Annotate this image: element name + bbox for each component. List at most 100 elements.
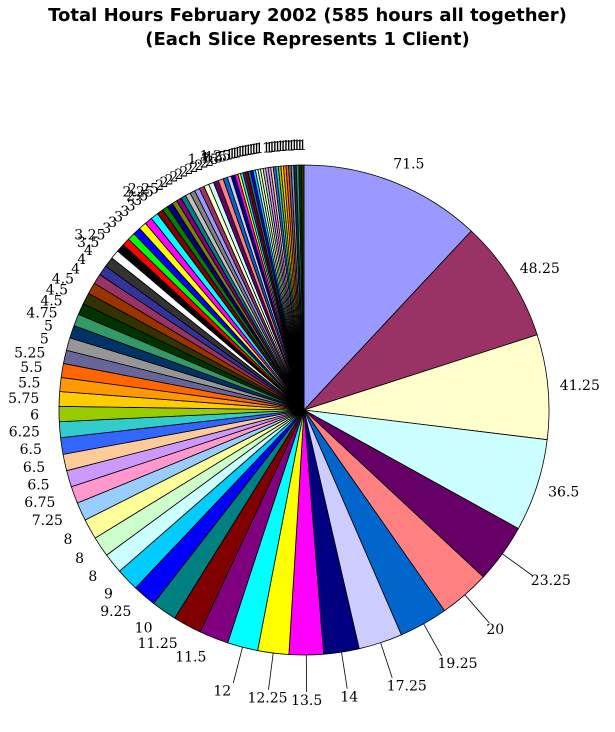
pie-label-48: 3 bbox=[133, 193, 142, 209]
pie-label-39: 4 bbox=[77, 252, 86, 268]
pie-label-47: 3 bbox=[127, 198, 136, 214]
pie-leader-lines bbox=[232, 553, 533, 693]
pie-label-46: 3 bbox=[120, 204, 129, 220]
pie-label-51: 2.25 bbox=[128, 181, 159, 197]
pie-label-21: 7.25 bbox=[32, 513, 63, 529]
pie-label-53: 2 bbox=[160, 175, 169, 191]
pie-slice-2 bbox=[303, 230, 538, 411]
pie-label-84: 1 bbox=[276, 139, 285, 155]
pie-label-13: 11.5 bbox=[175, 649, 206, 665]
pie-label-41: 3.5 bbox=[77, 235, 99, 251]
pie-label-78: 1 bbox=[255, 141, 264, 157]
pie-label-76: 1 bbox=[249, 142, 258, 158]
pie-label-17: 9 bbox=[104, 587, 113, 603]
pie-label-22: 6.75 bbox=[24, 495, 55, 511]
pie-label-9: 14 bbox=[340, 690, 358, 706]
pie-label-5: 23.25 bbox=[531, 573, 571, 589]
pie-label-52: 2 bbox=[155, 178, 164, 194]
pie-label-38: 4 bbox=[71, 261, 80, 277]
pie-label-49: 2.5 bbox=[126, 189, 148, 205]
pie-label-83: 1 bbox=[273, 139, 282, 155]
pie-label-16: 9.25 bbox=[100, 604, 131, 620]
pie-label-20: 8 bbox=[63, 532, 72, 548]
pie-label-44: 3 bbox=[108, 215, 117, 231]
pie-label-74: 1 bbox=[244, 143, 253, 159]
pie-label-50: 2.25 bbox=[123, 185, 154, 201]
pie-label-3: 41.25 bbox=[560, 378, 600, 394]
pie-label-19: 8 bbox=[75, 551, 84, 567]
pie-label-2: 48.25 bbox=[520, 261, 560, 277]
pie-label-8: 17.25 bbox=[387, 679, 427, 695]
pie-leader-line-12 bbox=[232, 647, 243, 684]
pie-label-90: 1 bbox=[293, 138, 302, 154]
pie-leader-line-8 bbox=[380, 642, 393, 679]
pie-label-29: 5.5 bbox=[18, 375, 40, 391]
pie-slice-1 bbox=[303, 164, 472, 411]
pie-label-37: 4.5 bbox=[52, 271, 74, 287]
pie-label-6: 20 bbox=[486, 622, 504, 638]
pie-label-23: 6.5 bbox=[27, 477, 49, 493]
pie-label-66: 1.25 bbox=[200, 148, 231, 164]
pie-leader-line-7 bbox=[423, 623, 442, 657]
pie-label-63: 1.75 bbox=[188, 152, 219, 168]
pie-label-32: 5 bbox=[40, 332, 49, 348]
pie-label-12: 12 bbox=[213, 684, 231, 700]
pie-label-61: 2 bbox=[200, 156, 209, 172]
pie-label-75: 1 bbox=[247, 143, 256, 159]
pie-leader-line-6 bbox=[464, 594, 490, 623]
pie-label-45: 3 bbox=[114, 209, 123, 225]
pie-labels: 71.548.2541.2536.523.252019.2517.251413.… bbox=[8, 138, 600, 709]
pie-label-40: 4 bbox=[84, 243, 93, 259]
pie-label-33: 5 bbox=[44, 318, 53, 334]
pie-label-92: 1 bbox=[298, 138, 307, 154]
pie-label-26: 6.25 bbox=[9, 424, 40, 440]
pie-label-57: 2 bbox=[179, 165, 188, 181]
pie-label-62: 2 bbox=[205, 154, 214, 170]
pie-label-87: 1 bbox=[284, 138, 293, 154]
pie-slices bbox=[58, 164, 550, 656]
chart-title: Total Hours February 2002 (585 hours all… bbox=[0, 4, 615, 52]
pie-label-85: 1 bbox=[279, 139, 288, 155]
pie-label-55: 2 bbox=[169, 170, 178, 186]
pie-leader-line-9 bbox=[341, 652, 348, 689]
pie-label-1: 71.5 bbox=[393, 157, 424, 173]
pie-label-77: 1 bbox=[252, 142, 261, 158]
pie-label-15: 10 bbox=[135, 621, 153, 637]
pie-label-14: 11.25 bbox=[138, 636, 178, 652]
pie-label-60: 2 bbox=[195, 158, 204, 174]
pie-slice-3 bbox=[303, 334, 550, 441]
pie-label-34: 4.75 bbox=[26, 306, 57, 322]
pie-label-10: 13.5 bbox=[291, 693, 322, 709]
pie-label-79: 1 bbox=[262, 141, 271, 157]
pie-label-67: 1 bbox=[225, 148, 234, 164]
pie-label-30: 5.5 bbox=[20, 360, 42, 376]
pie-label-28: 5.75 bbox=[8, 391, 39, 407]
pie-label-71: 1 bbox=[236, 145, 245, 161]
pie-label-31: 5.25 bbox=[14, 346, 45, 362]
pie-label-11: 12.25 bbox=[247, 691, 287, 707]
pie-label-80: 1 bbox=[265, 140, 274, 156]
pie-leader-line-11 bbox=[268, 653, 274, 690]
pie-label-27: 6 bbox=[30, 407, 39, 423]
pie-label-69: 1 bbox=[230, 146, 239, 162]
pie-label-81: 1 bbox=[268, 140, 277, 156]
pie-label-88: 1 bbox=[287, 138, 296, 154]
pie-label-73: 1 bbox=[241, 144, 250, 160]
pie-label-82: 1 bbox=[270, 140, 279, 156]
pie-label-70: 1 bbox=[233, 145, 242, 161]
pie-label-64: 1.5 bbox=[201, 151, 223, 167]
pie-label-25: 6.5 bbox=[20, 442, 42, 458]
pie-label-7: 19.25 bbox=[438, 656, 478, 672]
pie-label-24: 6.5 bbox=[23, 460, 45, 476]
pie-label-58: 2 bbox=[184, 162, 193, 178]
pie-label-72: 1 bbox=[238, 144, 247, 160]
chart-title-line2: (Each Slice Represents 1 Client) bbox=[145, 29, 470, 50]
pie-label-68: 1 bbox=[228, 147, 237, 163]
pie-label-43: 3 bbox=[102, 221, 111, 237]
pie-label-89: 1 bbox=[290, 138, 299, 154]
pie-label-36: 4.5 bbox=[46, 282, 68, 298]
pie-label-56: 2 bbox=[174, 167, 183, 183]
pie-label-86: 1 bbox=[281, 139, 290, 155]
pie-leader-line-5 bbox=[502, 553, 533, 576]
